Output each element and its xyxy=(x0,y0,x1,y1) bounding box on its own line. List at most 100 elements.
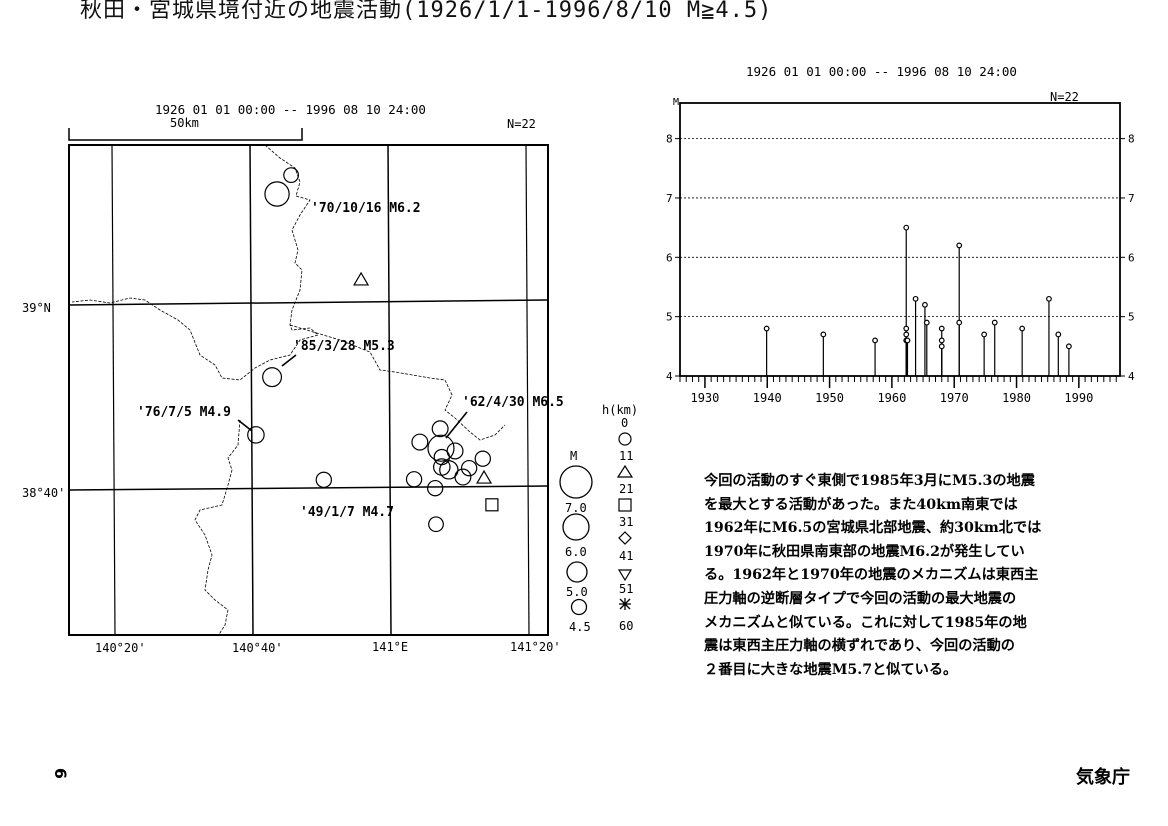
epicenter-circle xyxy=(433,448,451,466)
event-point xyxy=(1055,331,1062,338)
description-line: 1970年に秋田県南東部の地震M6.2が発生してい xyxy=(704,543,1025,560)
annotation-1985: '85/3/28 M5.3 xyxy=(293,339,395,354)
x-tick-label: 1980 xyxy=(1002,391,1031,405)
epicenter-circle xyxy=(283,167,300,184)
depth-legend-title: h(km) xyxy=(602,403,638,417)
epicenter-circle xyxy=(454,468,472,486)
prefecture-boundary xyxy=(71,144,319,381)
epicenter-circle xyxy=(460,459,478,477)
x-tick-label: 1940 xyxy=(753,391,782,405)
y-tick-label-right: 6 xyxy=(1128,251,1135,264)
chart-frame xyxy=(679,102,1121,377)
description-line: を最大とする活動があった。また40km南東では xyxy=(704,496,1018,513)
y-tick-label: 6 xyxy=(666,251,673,264)
description-line: ２番目に大きな地震M5.7と似ている。 xyxy=(704,661,958,678)
depth-60: 60 xyxy=(619,619,633,633)
y-tick-label: 7 xyxy=(666,192,673,205)
leader-1976 xyxy=(237,419,253,432)
annotation-1970: '70/10/16 M6.2 xyxy=(311,201,421,216)
magnitude-time-chart: 1926 01 01 00:00 -- 1996 08 10 24:00 N=2… xyxy=(666,64,1135,405)
scale-bar xyxy=(68,128,303,141)
epicenter-circle xyxy=(264,181,290,207)
meridian-141 xyxy=(387,144,392,636)
epicenter-circle xyxy=(405,471,423,488)
event-point xyxy=(763,325,770,332)
depth-31: 31 xyxy=(619,515,633,529)
event-point xyxy=(1046,295,1052,302)
map-frame xyxy=(68,144,549,636)
chart-title: 1926 01 01 00:00 -- 1996 08 10 24:00 xyxy=(746,64,1017,79)
event-point xyxy=(956,319,963,326)
depth-41: 41 xyxy=(619,549,633,563)
epicenter-square xyxy=(485,498,499,512)
mag-legend-6: 6.0 xyxy=(565,545,587,559)
mag-legend-title: M xyxy=(570,449,577,463)
description-line: 今回の活動のすぐ東側で1985年3月にM5.3の地震 xyxy=(704,473,1035,489)
map-scale-label: 50km xyxy=(170,116,199,130)
event-point xyxy=(922,301,928,308)
event-point xyxy=(938,343,945,350)
mag-legend-circle-5 xyxy=(566,561,588,583)
epicenter-circle xyxy=(428,516,444,533)
event-point xyxy=(820,331,827,338)
chart-grid xyxy=(680,138,1120,318)
event-point xyxy=(1019,325,1026,332)
map-events xyxy=(247,167,499,533)
event-point xyxy=(903,325,910,332)
chart-count-label: N=22 xyxy=(1050,90,1079,104)
event-point xyxy=(872,337,878,344)
description-line: メカニズムと似ている。これに対して1985年の地 xyxy=(704,614,1027,631)
event-point xyxy=(938,325,945,332)
leader-1985 xyxy=(281,354,297,367)
chart-axes: 4 4 5 5 6 6 7 7 8 8 1930 1940 1950 1960 1970 1980 1990 xyxy=(666,102,1135,405)
y-tick-label-right: 8 xyxy=(1128,133,1135,146)
meridian-140-40 xyxy=(249,144,254,636)
epicenter-circle xyxy=(426,479,444,497)
chart-ylabel: M xyxy=(673,97,679,108)
y-tick-label-right: 5 xyxy=(1128,311,1135,324)
mag-legend-5: 5.0 xyxy=(566,585,588,599)
event-point xyxy=(991,319,998,326)
y-tick-label: 4 xyxy=(666,370,673,383)
map-count-label: N=22 xyxy=(507,117,536,131)
y-tick-label-right: 7 xyxy=(1128,192,1135,205)
depth-circle-icon xyxy=(618,432,632,446)
annotation-1976: '76/7/5 M4.9 xyxy=(137,405,231,420)
agency-name: 気象庁 xyxy=(1076,767,1130,788)
boundary-south xyxy=(194,419,241,637)
epicenter-triangle xyxy=(353,271,370,286)
description-line: 1962年にM6.5の宮城県北部地震、約30km北では xyxy=(704,520,1042,537)
epicenter-circle xyxy=(427,434,455,462)
epicenter-circle xyxy=(431,420,449,438)
chart-marks xyxy=(763,224,1072,376)
description-line: 震は東西主圧力軸の横ずれであり、今回の活動の xyxy=(704,638,1015,655)
map-period: 1926 01 01 00:00 -- 1996 08 10 24:00 xyxy=(155,102,426,117)
epicenter-circle xyxy=(262,367,283,388)
y-tick-label: 5 xyxy=(666,311,673,324)
leader-1962 xyxy=(445,411,468,439)
depth-asterisk-icon xyxy=(619,598,631,610)
event-point xyxy=(912,295,919,302)
depth-0: 0 xyxy=(621,416,628,430)
x-tick-label: 1960 xyxy=(877,391,906,405)
depth-triangle-icon xyxy=(616,464,634,478)
mag-legend-circle-7 xyxy=(559,465,593,499)
epicenter-circle xyxy=(247,426,265,444)
depth-21: 21 xyxy=(619,482,633,496)
annotation-1949: '49/1/7 M4.7 xyxy=(300,505,394,520)
lat-label-39: 39°N xyxy=(22,301,51,315)
page-number: 6 xyxy=(51,767,71,780)
depth-diamond-icon xyxy=(618,531,632,545)
event-point xyxy=(903,224,910,231)
epicenter-circle xyxy=(439,460,459,480)
description-line: 圧力軸の逆断層タイプで今回の活動の最大地震の xyxy=(704,590,1017,607)
description-text: 今回の活動のすぐ東側で1985年3月にM5.3の地震 を最大とする活動があった。… xyxy=(704,470,1104,682)
x-tick-label: 1970 xyxy=(940,391,969,405)
lon-label-140-20: 140°20' xyxy=(95,641,146,655)
mag-legend-4-5: 4.5 xyxy=(569,620,591,634)
mag-legend-circle-6 xyxy=(562,513,590,541)
parallel-38-40 xyxy=(68,485,549,491)
event-point xyxy=(923,319,930,326)
description-line: る。1962年と1970年の地震のメカニズムは東西主 xyxy=(704,567,1039,584)
